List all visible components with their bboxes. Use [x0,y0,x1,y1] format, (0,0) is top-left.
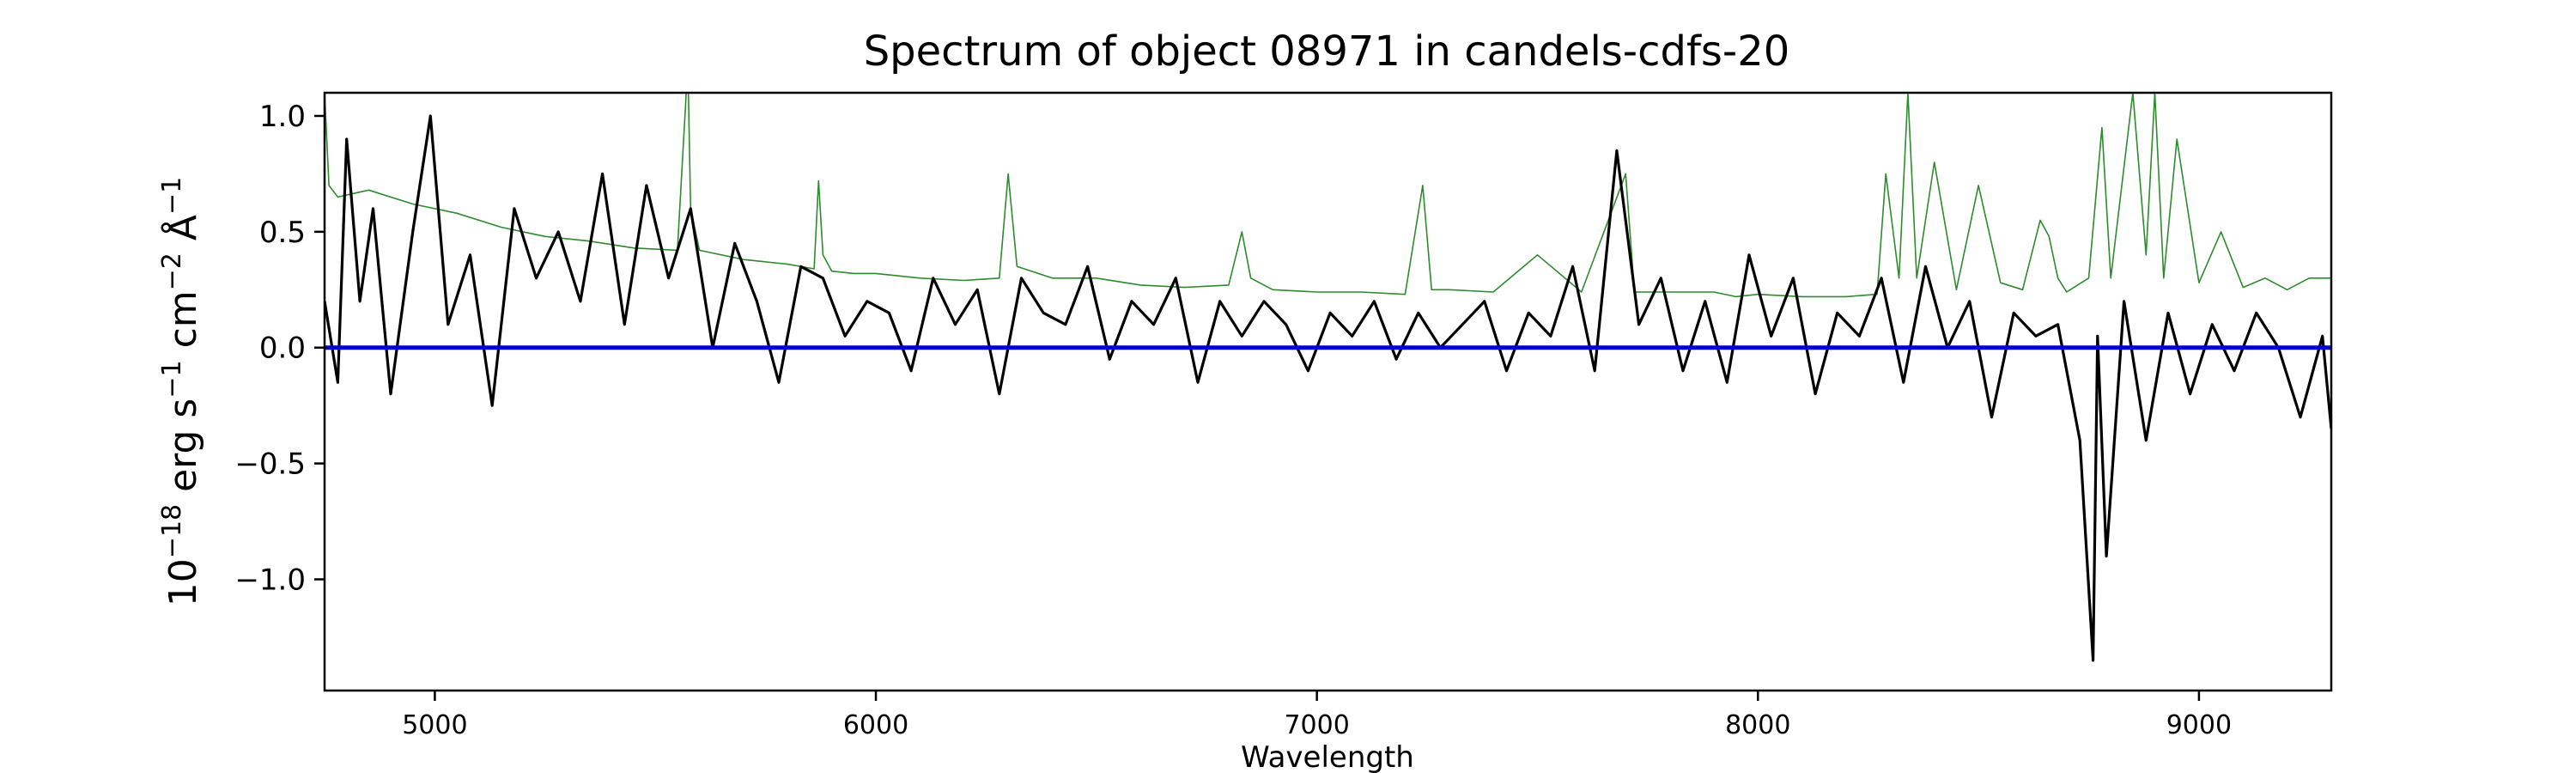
y-label-mid2: cm [161,290,205,360]
y-label-exp2: −1 [157,360,187,398]
plot-frame [323,91,2333,692]
x-tick-label: 6000 [843,710,908,740]
y-tick-label: 0.5 [259,216,306,250]
y-label-exp1: −18 [157,504,187,558]
y-label-exp3: −2 [157,253,187,290]
plot-area [323,91,2333,692]
y-label-mid1: erg s [161,399,205,504]
y-label-exp4: −1 [157,177,187,215]
x-tick-label: 7000 [1284,710,1349,740]
y-axis: −1.0 −0.5 0.0 0.5 1.0 [234,100,325,598]
flux-series-line [325,114,2331,662]
y-axis-label: 10−18 erg s−1 cm−2 Å−1 [157,177,205,606]
x-tick-label: 9000 [2166,710,2232,740]
x-tick-label: 8000 [1725,710,1790,740]
chart-title: Spectrum of object 08971 in candels-cdfs… [864,27,1790,76]
x-axis-label: Wavelength [1241,740,1414,773]
y-tick-label: 0.0 [259,332,306,366]
y-tick-label: −0.5 [234,447,306,482]
x-axis: 5000 6000 7000 8000 9000 [402,691,2232,740]
y-tick-label: −1.0 [234,563,306,598]
y-label-base: 10 [161,558,205,606]
x-tick-label: 5000 [402,710,467,740]
y-label-mid3: Å [160,215,205,253]
series-layer [325,93,2331,662]
y-tick-label: 1.0 [259,100,306,134]
